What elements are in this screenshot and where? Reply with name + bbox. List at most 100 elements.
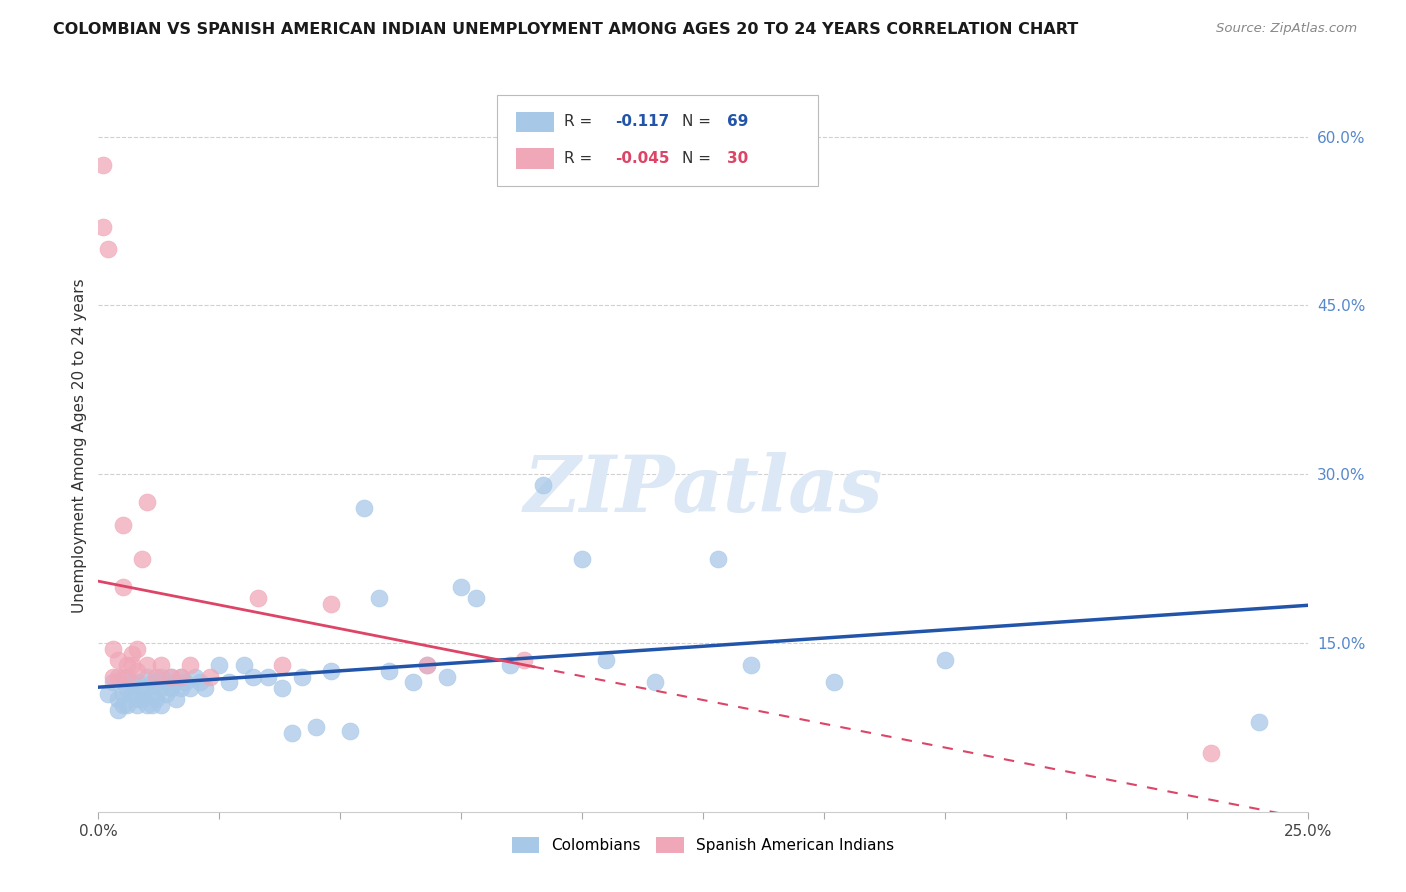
- Point: [121, 658, 143, 673]
- Text: R =: R =: [564, 114, 602, 129]
- Point: [107, 670, 129, 684]
- Point: [141, 675, 163, 690]
- Point: [571, 551, 593, 566]
- Point: [135, 670, 157, 684]
- Point: [121, 647, 143, 661]
- Point: [174, 675, 197, 690]
- Text: 30: 30: [727, 151, 748, 166]
- Point: [450, 580, 472, 594]
- Point: [464, 591, 486, 605]
- Point: [436, 670, 458, 684]
- Point: [169, 670, 191, 684]
- Point: [117, 681, 139, 695]
- Point: [823, 675, 845, 690]
- Point: [121, 687, 143, 701]
- Point: [194, 681, 217, 695]
- Point: [498, 658, 520, 673]
- Point: [127, 664, 149, 678]
- Point: [150, 670, 173, 684]
- Point: [117, 658, 139, 673]
- Point: [595, 653, 617, 667]
- Point: [160, 681, 183, 695]
- Point: [107, 653, 129, 667]
- Point: [145, 670, 167, 684]
- Point: [179, 658, 201, 673]
- Text: Source: ZipAtlas.com: Source: ZipAtlas.com: [1216, 22, 1357, 36]
- Text: COLOMBIAN VS SPANISH AMERICAN INDIAN UNEMPLOYMENT AMONG AGES 20 TO 24 YEARS CORR: COLOMBIAN VS SPANISH AMERICAN INDIAN UNE…: [53, 22, 1078, 37]
- Point: [127, 692, 149, 706]
- Bar: [516, 112, 554, 132]
- Point: [290, 670, 312, 684]
- Point: [111, 517, 134, 532]
- Point: [531, 478, 554, 492]
- Point: [117, 698, 139, 712]
- Point: [271, 681, 294, 695]
- Point: [97, 687, 120, 701]
- Point: [169, 670, 191, 684]
- Text: N =: N =: [682, 151, 716, 166]
- Point: [319, 664, 342, 678]
- Text: 69: 69: [727, 114, 748, 129]
- Point: [377, 664, 399, 678]
- Point: [218, 675, 240, 690]
- Point: [165, 675, 187, 690]
- Point: [131, 681, 153, 695]
- Point: [281, 726, 304, 740]
- Point: [242, 670, 264, 684]
- Point: [165, 692, 187, 706]
- Text: R =: R =: [564, 151, 598, 166]
- Point: [121, 675, 143, 690]
- Text: N =: N =: [682, 114, 716, 129]
- Point: [111, 580, 134, 594]
- Point: [111, 698, 134, 712]
- Point: [934, 653, 956, 667]
- Point: [141, 687, 163, 701]
- Point: [644, 675, 666, 690]
- Point: [353, 500, 375, 515]
- Point: [127, 641, 149, 656]
- Point: [155, 675, 177, 690]
- Point: [135, 681, 157, 695]
- Point: [91, 219, 114, 234]
- Point: [198, 670, 221, 684]
- Point: [402, 675, 425, 690]
- Point: [319, 597, 342, 611]
- Point: [111, 670, 134, 684]
- Point: [135, 658, 157, 673]
- Point: [131, 551, 153, 566]
- Point: [179, 681, 201, 695]
- Point: [131, 692, 153, 706]
- FancyBboxPatch shape: [498, 95, 818, 186]
- Point: [416, 658, 439, 673]
- Y-axis label: Unemployment Among Ages 20 to 24 years: Unemployment Among Ages 20 to 24 years: [72, 278, 87, 614]
- Point: [150, 681, 173, 695]
- Point: [339, 723, 361, 738]
- Text: ZIPatlas: ZIPatlas: [523, 451, 883, 528]
- Point: [232, 658, 254, 673]
- Point: [256, 670, 278, 684]
- Point: [271, 658, 294, 673]
- Point: [160, 670, 183, 684]
- Point: [416, 658, 439, 673]
- Point: [101, 670, 124, 684]
- Text: -0.045: -0.045: [614, 151, 669, 166]
- Point: [247, 591, 270, 605]
- Point: [107, 703, 129, 717]
- Point: [184, 670, 207, 684]
- Point: [97, 242, 120, 256]
- Point: [368, 591, 391, 605]
- Point: [91, 158, 114, 172]
- Point: [150, 658, 173, 673]
- Point: [706, 551, 728, 566]
- Point: [150, 698, 173, 712]
- Bar: [516, 148, 554, 169]
- Point: [141, 698, 163, 712]
- Point: [135, 495, 157, 509]
- Point: [160, 670, 183, 684]
- Point: [305, 720, 328, 734]
- Point: [1249, 714, 1271, 729]
- Point: [127, 698, 149, 712]
- Point: [145, 675, 167, 690]
- Text: -0.117: -0.117: [614, 114, 669, 129]
- Point: [155, 687, 177, 701]
